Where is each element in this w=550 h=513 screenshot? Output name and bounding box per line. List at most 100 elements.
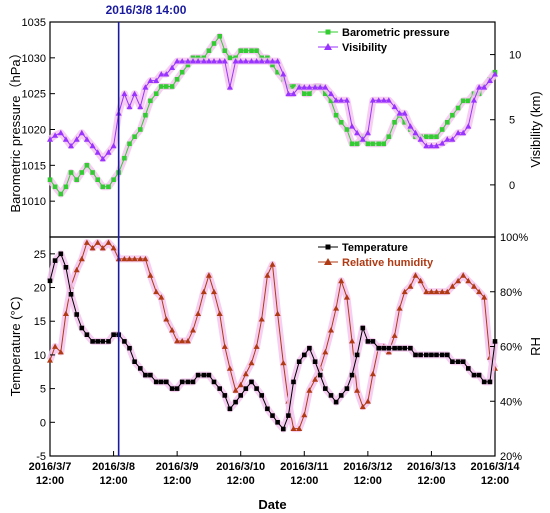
bottom-series-1-point [131,255,138,262]
bottom-series-1-point [465,277,472,284]
bottom-series-1-point [153,288,160,295]
bottom-series-0-point [312,359,318,364]
top-series-1-point [68,142,74,149]
top-series-1-point [359,136,366,142]
bottom-series-1-point [73,266,80,273]
top-series-0-point [254,48,259,53]
bottom-series-0-point [238,393,243,398]
top-series-1-point [158,71,165,77]
top-series-1-point [73,136,80,142]
top-series-1-point [195,58,202,64]
bottom-series-1-point [481,294,488,300]
bottom-series-1-point [94,239,101,245]
bottom-series-1-point [264,272,271,278]
bottom-right-tick-label: 100% [500,232,528,244]
bottom-series-0-point [190,379,196,385]
bottom-series-1-point [195,310,202,316]
bottom-series-0-point [471,372,477,378]
top-series-1-point [465,123,472,129]
x-tick-label: 12:00 [354,475,382,487]
top-series-1-point [242,58,249,64]
bottom-series-1-point [110,245,117,251]
top-series-1-point [190,58,196,64]
bottom-series-1-point [226,365,233,371]
top-series-0-point [58,191,64,197]
bottom-series-0-point [286,413,291,418]
bottom-series-1-point [89,245,96,251]
bottom-series-0-point [47,278,53,284]
top-series-0-point [302,91,307,96]
top-series-1-point [486,77,493,83]
bottom-series-1-point [184,338,191,344]
bottom-series-1-point [306,387,313,393]
top-series-1-point [211,58,217,64]
top-series-1-point [126,103,133,110]
bottom-series-1-point [471,283,477,289]
top-series-0-point [249,48,254,53]
bottom-series-1-point [391,332,398,338]
top-series-1-point [174,58,181,64]
top-left-tick-label: 1035 [22,17,46,29]
top-series-1-point [232,58,239,64]
bottom-series-1-point [205,272,212,278]
bottom-series-1-point [417,277,424,284]
top-series-0-point [143,112,148,118]
top-series-0-point [243,48,249,53]
top-series-0-point [424,134,429,139]
bottom-series-0-point [249,379,254,385]
top-series-0-point [392,120,397,125]
bottom-series-1-point [301,411,308,418]
top-left-tick-label: 1010 [22,196,46,208]
bottom-series-1-point [280,359,287,366]
top-series-0-point [434,134,439,139]
top-series-0-point [307,91,312,96]
top-series-1-point [153,77,160,83]
top-series-0-point [349,141,355,147]
top-left-tick-label: 1030 [22,53,46,65]
top-series-0-point [344,127,350,132]
top-series-1-point [328,90,334,97]
bottom-series-1-point [52,343,59,349]
bottom-left-axis-title: Temperature (°C) [8,297,23,397]
top-series-0-point [333,112,339,118]
top-series-1-point [460,129,467,136]
bottom-series-0-point [450,359,455,364]
top-series-1-point [412,129,419,136]
bottom-series-1-point [328,327,334,333]
bottom-series-1-point [296,425,303,431]
top-series-1-point [296,84,303,90]
bottom-series-0-point [179,379,185,385]
bottom-series-0-point [344,386,350,391]
top-series-1-point [476,84,483,90]
bottom-series-0-point [158,379,164,385]
top-series-1-glow [47,57,498,163]
top-series-1-point [105,149,112,155]
top-series-1-point [407,123,414,129]
top-series-0-point [429,134,434,139]
top-series-1-point [274,58,281,64]
top-series-1-point [492,71,498,77]
bottom-series-1-point [248,359,255,366]
bottom-series-1-point [439,288,446,295]
bottom-series-1-point [364,398,371,404]
top-series-0-point [386,134,392,139]
top-series-1-point [184,58,191,64]
event-annotation: 2016/3/8 14:00 [106,3,187,17]
top-series-1-point [338,97,345,103]
bottom-series-0-point [79,325,85,331]
top-series-0-point [52,184,58,190]
bottom-series-0-point [397,345,402,351]
bottom-series-0-point [365,339,371,344]
bottom-series-0-point [460,359,466,364]
bottom-series-0-point [58,251,64,257]
top-series-1-point [417,136,424,142]
top-series-1-point [391,103,398,110]
top-series-0-point [179,69,185,75]
x-tick-label: 12:00 [290,475,318,487]
top-series-0-point [439,127,445,132]
top-series-1-point [433,142,440,149]
top-series-1-point [163,71,170,77]
top-series-1-point [99,155,106,162]
top-series-0-point [445,120,450,125]
bottom-series-0-point [424,352,429,358]
